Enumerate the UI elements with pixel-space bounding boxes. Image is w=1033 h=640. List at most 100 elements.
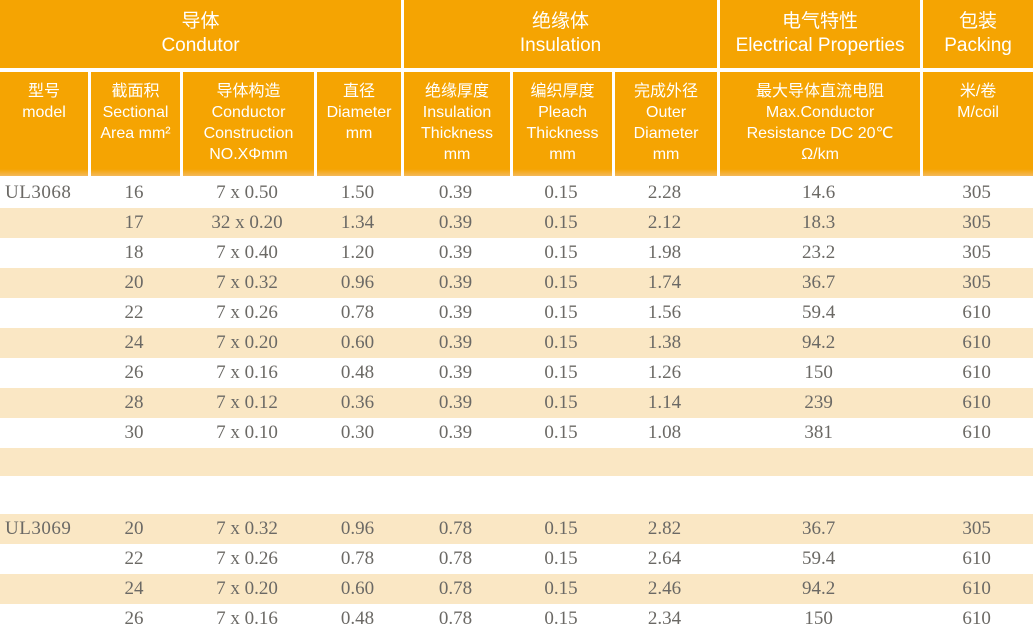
max-conductor-resistance-cell: 14.6 xyxy=(717,178,921,208)
insulation-thickness-cell: 0.39 xyxy=(401,268,511,298)
outer-diameter-cell: 2.64 xyxy=(612,544,718,574)
insulation-thickness-cell: 0.39 xyxy=(401,298,511,328)
group-header-conductor-zh: 导体 xyxy=(181,11,220,32)
sectional-area-cell: 16 xyxy=(88,178,180,208)
outer-diameter-cell: 1.38 xyxy=(612,328,718,358)
column-header-line: M/coil xyxy=(957,104,999,121)
model-cell xyxy=(0,574,88,604)
model-cell xyxy=(0,208,88,238)
insulation-thickness-cell: 0.78 xyxy=(401,604,511,634)
conductor-construction-cell: 7 x 0.26 xyxy=(180,298,314,328)
diameter-cell: 1.34 xyxy=(314,208,402,238)
column-header-line: Outer xyxy=(646,104,687,121)
outer-diameter-cell: 2.46 xyxy=(612,574,718,604)
pleach-thickness-cell: 0.15 xyxy=(510,208,613,238)
column-header-row: 型号 model 截面积 Sectional Area mm² 导体构造 Conductor… xyxy=(0,72,1033,178)
column-header-line: 型号 xyxy=(27,83,60,100)
group-header-packing: 包装 Packing xyxy=(920,0,1033,72)
insulation-thickness-cell: 0.78 xyxy=(401,574,511,604)
insulation-thickness-cell: 0.39 xyxy=(401,388,511,418)
conductor-construction-cell: 7 x 0.20 xyxy=(180,574,314,604)
column-header-line: 绝缘厚度 xyxy=(425,83,490,100)
model-cell xyxy=(0,544,88,574)
pleach-thickness-cell: 0.15 xyxy=(510,328,613,358)
m-per-coil-cell: 610 xyxy=(920,298,1033,328)
spec-row: 22 7 x 0.26 0.78 0.78 0.15 2.64 59.4 610 xyxy=(0,544,1033,574)
group-header-row: 导体 Condutor 绝缘体 Insulation 电气特性 Electrical Pr… xyxy=(0,0,1033,72)
diameter-cell: 0.60 xyxy=(314,574,402,604)
sectional-area-cell: 18 xyxy=(88,238,180,268)
column-header-line: NO.XΦmm xyxy=(209,146,288,163)
model-cell xyxy=(0,604,88,634)
max-conductor-resistance-cell: 59.4 xyxy=(717,544,921,574)
column-header-line: 编织厚度 xyxy=(530,83,595,100)
pleach-thickness-cell: 0.15 xyxy=(510,574,613,604)
sectional-area-cell: 26 xyxy=(88,604,180,634)
column-header-outer-diameter: 完成外径 Outer Diameter mm xyxy=(612,72,718,178)
sectional-area-cell: 30 xyxy=(88,418,180,448)
column-header-line: 直径 xyxy=(343,83,376,100)
max-conductor-resistance-cell: 59.4 xyxy=(717,298,921,328)
insulation-thickness-cell: 0.39 xyxy=(401,418,511,448)
diameter-cell: 0.96 xyxy=(314,268,402,298)
spec-row: 30 7 x 0.10 0.30 0.39 0.15 1.08 381 610 xyxy=(0,418,1033,448)
pleach-thickness-cell: 0.15 xyxy=(510,298,613,328)
max-conductor-resistance-cell: 239 xyxy=(717,388,921,418)
max-conductor-resistance-cell: 150 xyxy=(717,358,921,388)
column-header-line: Thickness xyxy=(526,125,599,142)
column-header-line: 截面积 xyxy=(111,83,160,100)
m-per-coil-cell: 305 xyxy=(920,514,1033,544)
spacer-cell xyxy=(0,476,1033,514)
column-header-line: 导体构造 xyxy=(216,83,281,100)
diameter-cell: 0.36 xyxy=(314,388,402,418)
conductor-construction-cell: 32 x 0.20 xyxy=(180,208,314,238)
column-header-line: Insulation xyxy=(422,104,492,121)
max-conductor-resistance-cell: 150 xyxy=(717,604,921,634)
m-per-coil-cell: 305 xyxy=(920,178,1033,208)
column-header-line: 完成外径 xyxy=(634,83,699,100)
m-per-coil-cell: 610 xyxy=(920,358,1033,388)
group-header-insulation-en: Insulation xyxy=(519,35,602,56)
column-header-m-per-coil: 米/卷 M/coil xyxy=(920,72,1033,178)
max-conductor-resistance-cell: 381 xyxy=(717,418,921,448)
group-header-insulation-zh: 绝缘体 xyxy=(532,11,590,32)
spec-row: 26 7 x 0.16 0.48 0.39 0.15 1.26 150 610 xyxy=(0,358,1033,388)
group-header-insulation: 绝缘体 Insulation xyxy=(401,0,718,72)
spec-row: UL3069 20 7 x 0.32 0.96 0.78 0.15 2.82 36.7 305 xyxy=(0,514,1033,544)
column-header-line: mm xyxy=(549,146,576,163)
m-per-coil-cell: 610 xyxy=(920,328,1033,358)
column-header-line: mm xyxy=(345,125,373,142)
column-header-line: Thickness xyxy=(421,125,494,142)
pleach-thickness-cell: 0.15 xyxy=(510,604,613,634)
conductor-construction-cell: 7 x 0.12 xyxy=(180,388,314,418)
outer-diameter-cell: 2.34 xyxy=(612,604,718,634)
column-header-line: 最大导体直流电阻 xyxy=(756,83,885,100)
pleach-thickness-cell: 0.15 xyxy=(510,388,613,418)
pleach-thickness-cell: 0.15 xyxy=(510,514,613,544)
max-conductor-resistance-cell: 23.2 xyxy=(717,238,921,268)
sectional-area-cell: 20 xyxy=(88,514,180,544)
m-per-coil-cell: 610 xyxy=(920,574,1033,604)
pleach-thickness-cell: 0.15 xyxy=(510,418,613,448)
diameter-cell: 0.48 xyxy=(314,604,402,634)
conductor-construction-cell: 7 x 0.40 xyxy=(180,238,314,268)
sectional-area-cell: 20 xyxy=(88,268,180,298)
m-per-coil-cell: 305 xyxy=(920,208,1033,238)
conductor-construction-cell: 7 x 0.10 xyxy=(180,418,314,448)
conductor-construction-cell: 7 x 0.32 xyxy=(180,514,314,544)
spacer-cell xyxy=(0,448,1033,476)
model-cell xyxy=(0,358,88,388)
group-header-conductor: 导体 Condutor xyxy=(0,0,402,72)
group-header-electrical-properties-en: Electrical Properties xyxy=(735,35,905,56)
insulation-thickness-cell: 0.39 xyxy=(401,358,511,388)
spec-row: 20 7 x 0.32 0.96 0.39 0.15 1.74 36.7 305 xyxy=(0,268,1033,298)
column-header-line: Diameter xyxy=(326,104,392,121)
group-header-electrical-properties: 电气特性 Electrical Properties xyxy=(717,0,921,72)
diameter-cell: 1.20 xyxy=(314,238,402,268)
outer-diameter-cell: 2.28 xyxy=(612,178,718,208)
diameter-cell: 0.60 xyxy=(314,328,402,358)
max-conductor-resistance-cell: 94.2 xyxy=(717,574,921,604)
outer-diameter-cell: 2.82 xyxy=(612,514,718,544)
m-per-coil-cell: 610 xyxy=(920,418,1033,448)
